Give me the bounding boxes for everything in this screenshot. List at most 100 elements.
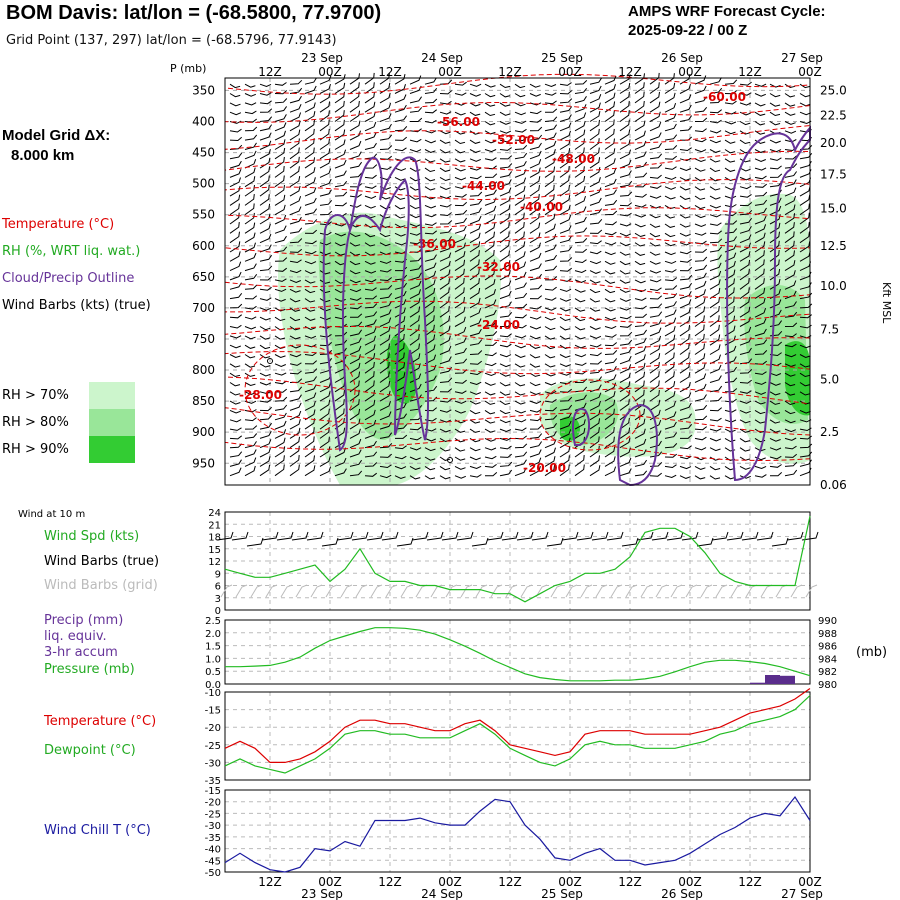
wind-barb [589,197,602,206]
wind-barb [289,216,302,225]
wind10-barb-grid [325,584,338,598]
wind-barb [724,377,738,383]
legend-precip-1: Precip (mm) [44,613,124,628]
wind-barb [784,195,796,206]
wind-barb [619,468,632,477]
wind-barb [529,176,541,188]
wind-barb [304,102,316,113]
legend-wind-barbs-true: Wind Barbs (true) [44,554,160,569]
wind-barb [259,223,271,234]
wind-barb [544,140,557,150]
wind-barb [724,398,737,403]
wind-barb [289,279,301,284]
wind-barb [739,465,751,470]
wind-barb [424,475,436,480]
wind-barb [589,307,601,312]
wind-barb [784,400,796,406]
wind-barb [454,400,467,404]
wind-barb [709,287,721,300]
wind-barb [349,408,361,421]
wind-barb [619,270,631,275]
wind-barb [304,307,316,312]
wind-barb [739,130,751,135]
pressure-tick-label: 550 [192,208,215,222]
wind-barb [529,142,542,150]
wind-barb [274,147,286,160]
panel-chill-tick-label: -25 [205,809,221,820]
wind-barb [679,250,692,255]
wind-barb [409,373,422,383]
pressure-tick-label: 650 [192,270,215,284]
wind10-barb-grid [565,584,578,598]
wind-barb [619,100,630,113]
wind-barb [484,231,495,244]
wind-barb [724,158,736,163]
wind-barb [334,307,347,311]
wind-barb [244,284,258,290]
temperature-contour-label: -40.00 [520,200,563,214]
wind-barb [349,449,362,458]
wind-barb [409,214,421,219]
wind-barb [739,456,751,461]
height-tick-label: 0.06 [820,478,847,492]
wind-barb [544,166,556,178]
wind-barb [304,384,317,393]
wind-barb [739,390,752,394]
wind-barb [739,217,753,225]
wind-barb [244,344,256,349]
wind-barb [529,382,541,387]
wind-barb [619,315,632,320]
wind-barb [784,231,795,244]
wind-barb [439,335,451,346]
wind-barb [739,277,750,290]
wind-barb [229,128,242,133]
wind-barb [439,306,450,318]
wind-barb [634,82,645,94]
wind-barb [649,164,663,169]
wind-barb [799,292,813,300]
wind-barb [679,104,692,113]
wind-barb [544,100,557,105]
wind-barb [424,230,438,235]
wind-barb [454,185,467,190]
wind10-barb-true [576,531,594,541]
wind-barb [259,83,272,88]
wind-barb [439,244,452,253]
bottom-hour-label: 12Z [738,875,762,889]
wind-barb [799,111,811,116]
panel-chill-tick-label: -15 [205,786,221,797]
wind-barb [349,470,363,477]
wind-barb [289,326,301,331]
wind-barb [244,142,257,150]
wind-barb [544,244,557,253]
wind-barb [694,248,708,253]
wind10-barb-grid [460,584,473,598]
wind-barb [394,282,408,290]
wind-barb [529,363,541,368]
wind-barb [739,326,752,337]
wind-barb [439,465,451,471]
wind-barb [349,313,363,318]
wind-barb [499,260,511,272]
wind-barb [604,221,618,226]
wind-barb [304,445,315,458]
wind-barb [619,242,631,247]
wind10-barb-grid [370,584,383,598]
wind-barb [289,436,300,449]
height-tick-label: 22.5 [820,108,847,122]
panel-temp-frame [224,691,811,781]
wind-barb [544,297,557,301]
wind-barb [739,158,751,163]
wind-barb [694,158,706,163]
wind10-barb-true [771,537,789,547]
wind-barb [634,428,646,439]
wind-barb [769,259,780,272]
wind-barb [604,427,615,439]
wind-barb [559,114,572,122]
legend-pressure: Pressure (mb) [44,662,135,677]
wind-barb [754,102,766,107]
wind-barb [559,204,571,216]
wind-barb [679,167,692,172]
wind-barb [259,354,271,359]
wind-barb [394,475,406,480]
